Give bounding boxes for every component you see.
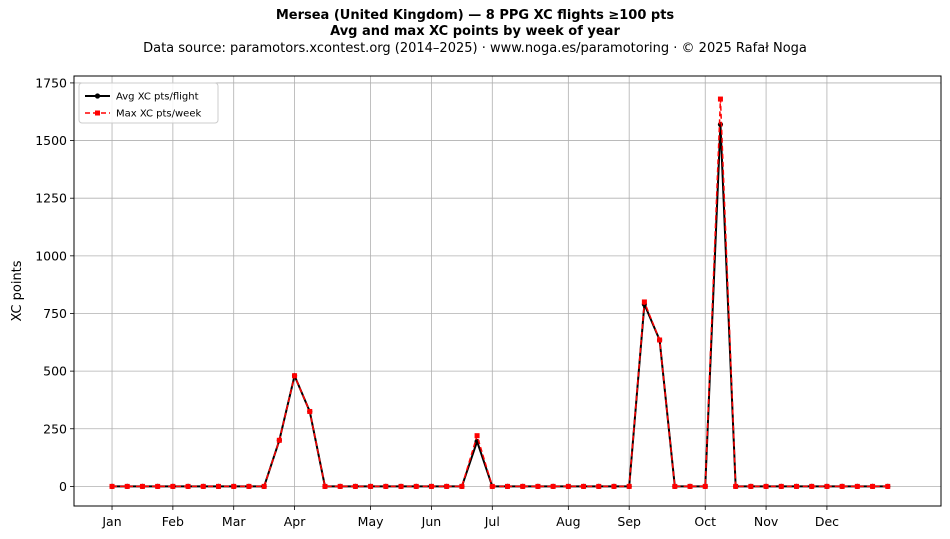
- data-point: [276, 437, 282, 443]
- x-tick-label: May: [358, 514, 384, 529]
- legend-label: Avg XC pts/flight: [116, 92, 199, 103]
- y-tick-label: 500: [43, 364, 67, 379]
- x-tick-label: Dec: [815, 514, 839, 529]
- data-point: [231, 483, 237, 489]
- series-line: [112, 123, 888, 488]
- data-point: [155, 483, 161, 489]
- data-point: [383, 483, 389, 489]
- data-point: [185, 483, 191, 489]
- data-point: [763, 483, 769, 489]
- data-point: [854, 483, 860, 489]
- data-point: [626, 483, 632, 489]
- data-point: [322, 483, 328, 489]
- x-tick-label: Mar: [222, 514, 246, 529]
- x-tick-label: Sep: [617, 514, 641, 529]
- data-point: [565, 483, 571, 489]
- y-tick-label: 1250: [35, 191, 67, 206]
- data-point: [809, 483, 815, 489]
- data-point: [717, 96, 723, 102]
- data-point: [870, 483, 876, 489]
- data-point: [124, 483, 130, 489]
- data-point: [885, 483, 891, 489]
- data-point: [641, 299, 647, 305]
- x-tick-label: Feb: [162, 514, 184, 529]
- data-point: [216, 483, 221, 489]
- x-tick-label: Jan: [101, 514, 121, 529]
- data-point: [596, 483, 602, 489]
- data-point: [824, 483, 830, 489]
- data-point: [657, 337, 663, 343]
- data-point: [307, 408, 313, 414]
- y-tick-label: 1000: [35, 248, 67, 263]
- data-point: [581, 483, 587, 489]
- grid-lines: [74, 76, 941, 506]
- x-tick-label: Jul: [484, 514, 500, 529]
- chart-subtitle: Avg and max XC points by week of year: [330, 24, 620, 39]
- data-point: [444, 483, 450, 489]
- data-point: [337, 483, 343, 489]
- data-point: [139, 483, 145, 489]
- series-layer: [109, 96, 891, 490]
- series-max: [109, 96, 891, 489]
- x-tick-label: Jun: [421, 514, 442, 529]
- data-point: [520, 483, 526, 489]
- data-point: [611, 483, 617, 489]
- data-point: [398, 483, 404, 489]
- x-tick-label: Apr: [284, 514, 306, 529]
- chart-title: Mersea (United Kingdom) — 8 PPG XC fligh…: [275, 8, 675, 23]
- data-point: [352, 483, 358, 489]
- y-tick-label: 0: [59, 479, 67, 494]
- legend-marker: [95, 110, 100, 116]
- y-axis-label: XC points: [10, 260, 25, 321]
- y-tick-label: 1500: [35, 133, 67, 148]
- axes: 0 250 500 750 1000 1250 1500 1750 Jan Feb Mar Apr Ma…: [35, 75, 839, 529]
- data-point: [489, 483, 495, 489]
- data-point: [413, 483, 419, 489]
- x-tick-label: Oct: [694, 514, 716, 529]
- data-point: [778, 483, 784, 489]
- legend-frame: [78, 82, 219, 124]
- series-avg: [109, 121, 891, 490]
- data-point: [428, 483, 434, 489]
- legend-label: Max XC pts/week: [116, 109, 201, 120]
- data-point: [292, 373, 298, 379]
- data-point: [368, 483, 374, 489]
- data-point: [170, 483, 176, 489]
- data-point: [550, 483, 556, 489]
- data-point: [794, 483, 799, 489]
- plot-frame: [73, 75, 942, 507]
- data-point: [261, 483, 267, 489]
- chart-titles: Mersea (United Kingdom) — 8 PPG XC fligh…: [0, 8, 950, 57]
- data-point: [474, 433, 480, 439]
- legend-marker: [94, 93, 101, 99]
- data-point: [535, 483, 541, 489]
- data-point: [702, 483, 708, 489]
- data-point: [687, 483, 693, 489]
- data-point: [505, 483, 510, 489]
- y-tick-label: 750: [43, 306, 67, 321]
- data-source-note: Data source: paramotors.xcontest.org (20…: [143, 41, 807, 56]
- legend: Avg XC pts/flight Max XC pts/week: [78, 82, 219, 124]
- data-point: [246, 483, 252, 489]
- data-point: [109, 483, 115, 489]
- data-point: [672, 483, 678, 489]
- data-point: [200, 483, 206, 489]
- y-tick-label: 250: [43, 421, 67, 436]
- x-tick-label: Nov: [754, 514, 779, 529]
- series-line: [112, 98, 888, 488]
- data-point: [459, 483, 465, 489]
- x-tick-label: Aug: [556, 514, 580, 529]
- data-point: [733, 483, 739, 489]
- y-tick-label: 1750: [35, 75, 67, 90]
- data-point: [839, 483, 845, 489]
- data-point: [748, 483, 754, 489]
